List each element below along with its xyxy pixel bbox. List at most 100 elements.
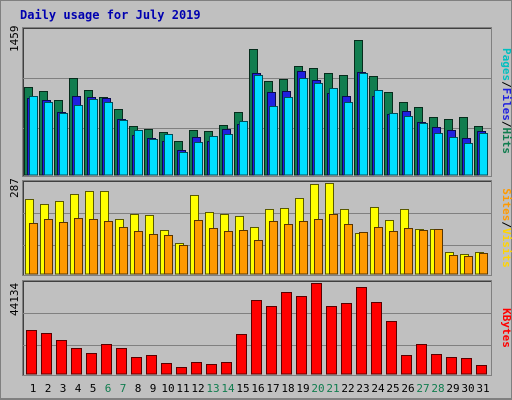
visits-sites-bar-day-12 [194,220,203,275]
visits-sites-bar-day-28 [434,229,443,275]
hits-pages-bar-day-20 [314,83,323,176]
kbytes-kbytes-bar-day-25 [386,321,397,375]
kbytes-kbytes-bar-day-6 [101,344,112,375]
hits-pages-bar-day-4 [74,105,83,176]
hits-pages-bar-day-26 [404,116,413,176]
day-label-12: 12 [191,382,204,395]
day-label-20: 20 [311,382,324,395]
visits-legend-separator: / [500,221,512,228]
kbytes-kbytes-bar-day-8 [131,357,142,375]
visits-sites-bar-day-9 [149,234,158,275]
hits-pages-bar-day-27 [419,123,428,176]
kbytes-right-legend: KBytes [500,308,512,348]
visits-sites-bar-day-5 [89,219,98,275]
kbytes-kbytes-bar-day-23 [356,287,367,375]
kbytes-kbytes-bar-day-24 [371,302,382,375]
day-label-17: 17 [266,382,279,395]
visits-sites-bar-day-30 [464,256,473,275]
visits-legend-visits: Visits [500,228,512,268]
kbytes-kbytes-bar-day-20 [311,283,322,375]
kbytes-kbytes-bar-day-28 [431,354,442,375]
kbytes-kbytes-bar-day-16 [251,300,262,375]
hits-pages-bar-day-7 [119,120,128,176]
x-axis-day-labels: 1 2 3 4 5 6 7 8 9 10 11 12 13 14 15 16 17 18 19 20 21 22 23 24 2… [30,382,490,395]
day-label-15: 15 [236,382,249,395]
kbytes-kbytes-bar-day-22 [341,303,352,375]
kbytes-kbytes-bar-day-7 [116,348,127,375]
hits-pages-bar-day-18 [284,97,293,176]
visits-sites-bar-day-10 [164,235,173,275]
day-label-7: 7 [120,382,127,395]
visits-sites-bar-day-6 [104,221,113,275]
kbytes-kbytes-bar-day-12 [191,362,202,375]
visits-sites-bar-day-31 [479,253,488,275]
visits-sites-bar-day-20 [314,219,323,275]
hits-legend-separator: / [500,81,512,88]
kbytes-kbytes-bar-day-10 [161,363,172,375]
kbytes-kbytes-bar-day-18 [281,292,292,375]
kbytes-kbytes-bar-day-29 [446,357,457,375]
visits-sites-bar-day-2 [44,219,53,275]
panel-kbytes-max-label: 44134 [8,283,21,316]
hits-pages-bar-day-9 [149,139,158,176]
hits-pages-bar-day-10 [164,134,173,176]
day-label-28: 28 [431,382,444,395]
hits-pages-bar-day-3 [59,113,68,176]
day-label-22: 22 [341,382,354,395]
visits-sites-bar-day-24 [374,227,383,275]
visits-sites-bar-day-17 [269,221,278,275]
day-label-3: 3 [60,382,67,395]
hits-pages-bar-day-24 [374,90,383,176]
day-label-4: 4 [75,382,82,395]
day-label-31: 31 [476,382,489,395]
hits-pages-bar-day-14 [224,134,233,176]
panel-visits-bars [25,183,488,275]
visits-right-legend: Sites/Visits [500,188,512,268]
visits-sites-bar-day-13 [209,228,218,275]
day-label-23: 23 [356,382,369,395]
day-label-27: 27 [416,382,429,395]
day-label-8: 8 [135,382,142,395]
day-label-26: 26 [401,382,414,395]
day-label-5: 5 [90,382,97,395]
day-label-25: 25 [386,382,399,395]
kbytes-legend-kbytes: KBytes [500,308,512,348]
visits-sites-bar-day-4 [74,218,83,275]
hits-pages-bar-day-12 [194,142,203,176]
visits-sites-bar-day-26 [404,228,413,275]
day-label-18: 18 [281,382,294,395]
visits-sites-bar-day-19 [299,221,308,275]
visits-sites-bar-day-25 [389,231,398,275]
hits-pages-bar-day-11 [179,152,188,176]
visits-sites-bar-day-7 [119,227,128,275]
hits-pages-bar-day-29 [449,137,458,176]
day-label-2: 2 [45,382,52,395]
day-label-21: 21 [326,382,339,395]
kbytes-kbytes-bar-day-3 [56,340,67,375]
day-label-6: 6 [105,382,112,395]
hits-pages-bar-day-2 [44,102,53,176]
day-label-11: 11 [176,382,189,395]
kbytes-kbytes-bar-day-11 [176,367,187,375]
panel-hits-bars [24,40,488,176]
kbytes-kbytes-bar-day-27 [416,344,427,375]
kbytes-kbytes-bar-day-4 [71,348,82,375]
hits-pages-bar-day-15 [239,121,248,176]
hits-right-legend: Pages/Files/Hits [500,48,512,154]
hits-pages-bar-day-30 [464,143,473,176]
day-label-19: 19 [296,382,309,395]
visits-sites-bar-day-16 [254,240,263,275]
day-label-13: 13 [206,382,219,395]
panel-kbytes-legend: KBytes [500,308,512,348]
kbytes-kbytes-bar-day-1 [26,330,37,375]
visits-sites-bar-day-21 [329,214,338,275]
chart-title: Daily usage for July 2019 [20,8,201,22]
visits-sites-bar-day-29 [449,255,458,275]
day-label-1: 1 [30,382,37,395]
hits-legend-pages: Pages [500,48,512,81]
day-label-10: 10 [161,382,174,395]
visits-sites-bar-day-15 [239,230,248,275]
kbytes-kbytes-bar-day-14 [221,362,232,375]
kbytes-kbytes-bar-day-15 [236,334,247,375]
kbytes-kbytes-bar-day-9 [146,355,157,375]
